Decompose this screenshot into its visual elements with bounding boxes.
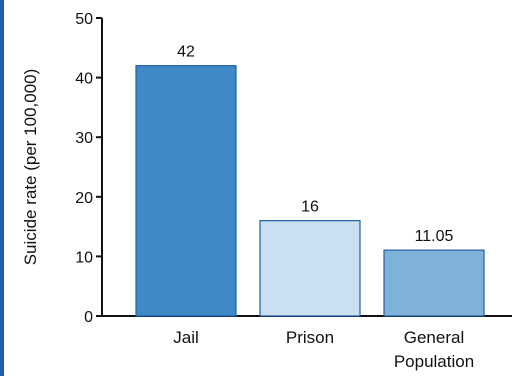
data-label-1: 16 (301, 199, 319, 216)
y-tick-label: 50 (75, 11, 93, 28)
data-labels: 42 16 11.05 (177, 44, 453, 245)
category-label-2-line-0: General (404, 328, 464, 347)
data-label-2: 11.05 (415, 228, 454, 245)
category-label-1: Prison (286, 328, 334, 347)
bar-1 (259, 220, 361, 317)
left-frame-border (0, 0, 4, 376)
y-tick-label: 40 (75, 71, 93, 88)
bars (135, 65, 485, 317)
category-label-2-line-1: Population (394, 352, 474, 371)
category-labels: Jail Prison General Population (173, 328, 474, 371)
y-axis: 0 10 20 30 40 50 (75, 11, 103, 326)
category-label-0: Jail (173, 328, 199, 347)
y-tick-label: 0 (84, 309, 93, 326)
bar-0 (135, 65, 237, 317)
y-axis-label: Suicide rate (per 100,000) (21, 69, 40, 266)
y-tick-label: 20 (75, 190, 93, 207)
y-tick-label: 30 (75, 130, 93, 147)
bar-2 (383, 249, 485, 317)
data-label-0: 42 (177, 44, 195, 61)
y-tick-label: 10 (75, 249, 93, 266)
